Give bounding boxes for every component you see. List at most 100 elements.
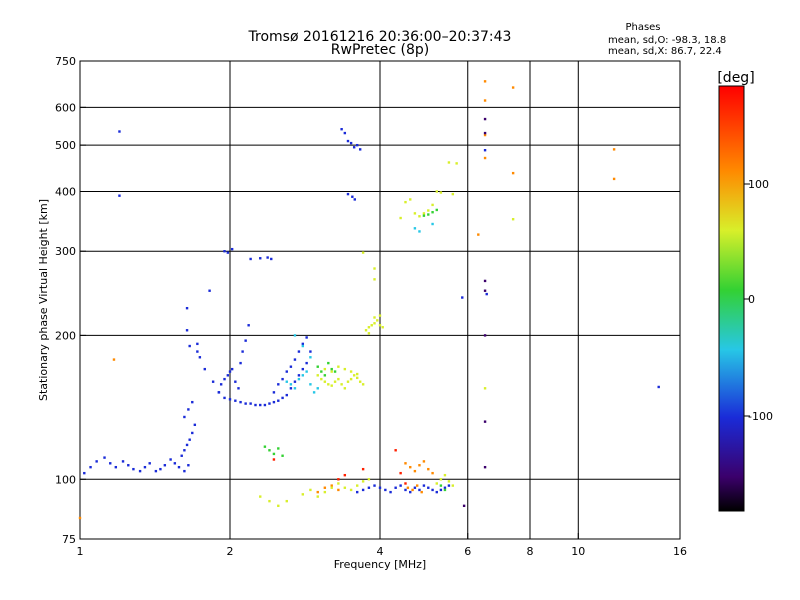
data-point bbox=[163, 464, 167, 467]
data-point bbox=[337, 488, 340, 492]
x-tick-label: 2 bbox=[227, 545, 234, 558]
data-point bbox=[409, 198, 412, 201]
data-point bbox=[239, 400, 242, 404]
data-point bbox=[316, 374, 319, 377]
data-point bbox=[612, 148, 616, 151]
data-point bbox=[439, 191, 443, 194]
plot-area: 1 2 4 6 8 10 16 75 100 200 300 400 500 600 750 bbox=[55, 55, 687, 558]
data-point bbox=[343, 387, 347, 390]
data-point bbox=[244, 402, 247, 405]
data-point bbox=[281, 377, 284, 381]
data-point bbox=[352, 374, 356, 377]
data-point bbox=[185, 329, 189, 332]
data-point bbox=[352, 146, 356, 149]
data-point bbox=[404, 200, 407, 204]
data-point bbox=[358, 148, 362, 151]
data-point bbox=[346, 192, 350, 196]
data-point bbox=[337, 377, 340, 381]
data-point bbox=[373, 316, 376, 319]
data-point bbox=[297, 377, 301, 381]
data-point bbox=[373, 278, 376, 281]
data-point bbox=[511, 218, 515, 221]
data-point bbox=[127, 464, 130, 467]
data-point bbox=[193, 423, 197, 427]
data-point bbox=[349, 370, 353, 373]
data-point bbox=[272, 452, 276, 456]
data-point bbox=[177, 465, 181, 469]
data-point bbox=[355, 372, 359, 376]
data-point bbox=[301, 367, 305, 371]
phases-stat-x: mean, sd,X: 86.7, 22.4 bbox=[608, 46, 722, 57]
data-point bbox=[394, 449, 397, 452]
data-point bbox=[196, 342, 199, 346]
data-point bbox=[268, 402, 271, 405]
data-point bbox=[381, 326, 384, 329]
data-point bbox=[289, 383, 293, 386]
data-point bbox=[285, 370, 288, 373]
data-point bbox=[439, 488, 443, 492]
data-point bbox=[118, 194, 121, 197]
data-point bbox=[169, 458, 172, 461]
data-point bbox=[109, 462, 112, 465]
data-point bbox=[340, 127, 343, 131]
data-point bbox=[217, 391, 221, 394]
colorbar-label: [deg] bbox=[717, 70, 754, 86]
data-point bbox=[422, 212, 426, 215]
data-point bbox=[612, 177, 616, 181]
data-point bbox=[196, 350, 199, 353]
data-point bbox=[226, 251, 230, 254]
data-point bbox=[483, 279, 487, 283]
data-point bbox=[367, 326, 371, 329]
data-point bbox=[323, 367, 327, 371]
data-point bbox=[103, 456, 106, 459]
data-point bbox=[228, 398, 232, 401]
phases-title: Phases bbox=[625, 22, 660, 33]
data-point bbox=[333, 370, 337, 373]
chart-title: Tromsø 20161216 20:36:00–20:37:43 bbox=[248, 29, 512, 45]
data-point bbox=[427, 486, 430, 489]
data-point bbox=[378, 314, 382, 317]
data-point bbox=[89, 465, 92, 469]
data-point bbox=[249, 257, 252, 261]
data-point bbox=[361, 480, 365, 483]
data-point bbox=[78, 516, 82, 520]
chart-subtitle: RwPretec (8p) bbox=[331, 42, 429, 58]
data-point bbox=[277, 399, 280, 402]
data-point bbox=[378, 486, 382, 489]
data-point bbox=[373, 322, 376, 325]
data-point bbox=[191, 400, 194, 404]
data-point bbox=[367, 332, 371, 335]
y-tick-label: 200 bbox=[55, 329, 76, 342]
data-point bbox=[343, 131, 347, 135]
data-point bbox=[320, 377, 323, 381]
data-point bbox=[188, 438, 191, 441]
data-point bbox=[285, 380, 288, 383]
data-point bbox=[323, 374, 327, 377]
y-axis-ticks: 75 100 200 300 400 500 600 750 bbox=[55, 55, 86, 546]
data-point bbox=[323, 380, 327, 383]
data-point bbox=[349, 377, 353, 381]
data-point bbox=[422, 214, 426, 217]
phases-stat-o: mean, sd,O: -98.3, 18.8 bbox=[608, 35, 726, 46]
data-point bbox=[404, 482, 407, 485]
data-point bbox=[281, 396, 284, 400]
data-point bbox=[447, 480, 451, 483]
data-point bbox=[483, 289, 487, 292]
data-point bbox=[183, 469, 186, 473]
data-point bbox=[418, 215, 421, 218]
data-point bbox=[343, 473, 347, 477]
data-point bbox=[418, 488, 421, 492]
data-point bbox=[230, 367, 234, 371]
x-tick-label: 16 bbox=[673, 545, 687, 558]
data-point bbox=[191, 431, 194, 435]
data-point bbox=[118, 130, 121, 133]
data-point bbox=[346, 380, 350, 383]
data-point bbox=[447, 161, 451, 164]
data-point bbox=[373, 267, 376, 270]
data-point bbox=[483, 149, 487, 152]
data-point bbox=[309, 488, 312, 492]
colorbar-tick-label-100: 100 bbox=[748, 178, 769, 191]
y-tick-label: 300 bbox=[55, 245, 76, 258]
data-point bbox=[188, 344, 191, 348]
